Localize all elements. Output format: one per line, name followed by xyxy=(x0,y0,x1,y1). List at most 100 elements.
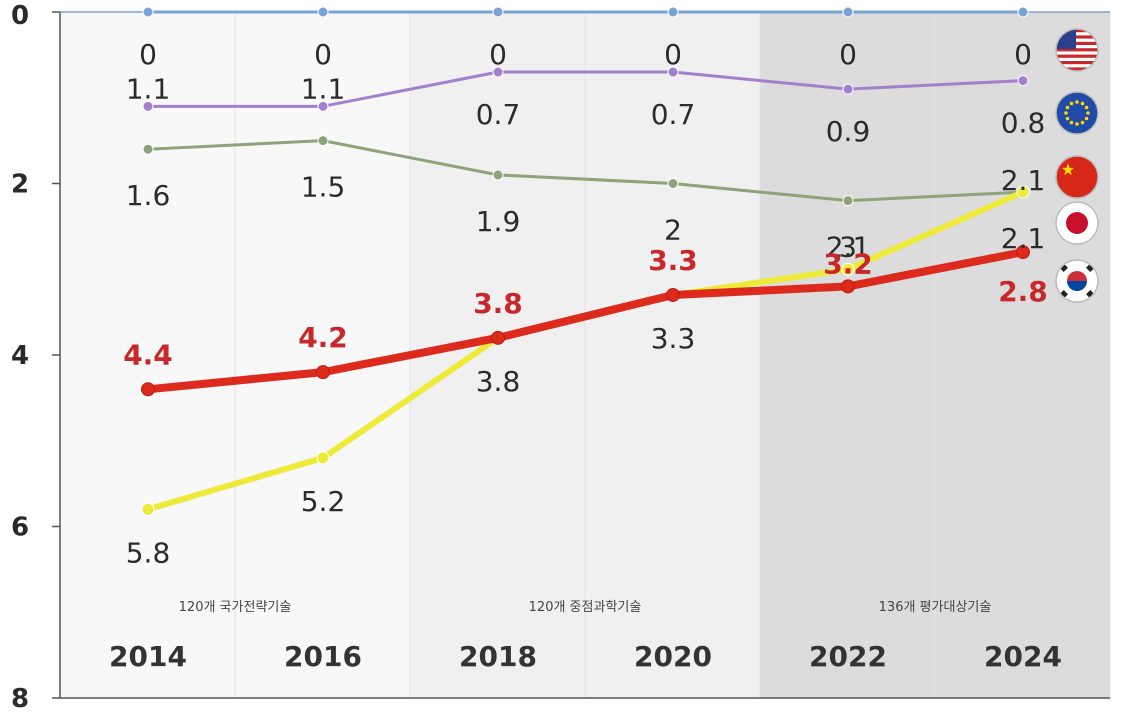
flag-rim xyxy=(1055,91,1099,135)
period-label: 136개 평가대상기술 xyxy=(879,600,992,615)
y-tick-label: 8 xyxy=(11,684,29,712)
period-label: 120개 국가전략기술 xyxy=(179,600,292,615)
point-china-2014 xyxy=(141,502,155,516)
data-label-japan-2018: 1.9 xyxy=(476,205,521,238)
y-tick-label: 4 xyxy=(11,341,29,371)
korea-flag-icon xyxy=(1056,260,1098,302)
point-japan-2018 xyxy=(492,169,504,181)
us-flag-icon xyxy=(1056,29,1098,71)
flag-rim xyxy=(1055,155,1099,199)
data-label-japan-2024: 2.1 xyxy=(1001,222,1046,255)
period-labels: 120개 국가전략기술 120개 중점과학기술 136개 평가대상기술 xyxy=(179,600,992,615)
point-usa-2020 xyxy=(667,6,679,18)
point-eu-2020 xyxy=(667,66,679,78)
data-label-eu-2022: 0.9 xyxy=(826,115,871,148)
data-label-usa-2024: 0 xyxy=(1014,38,1032,71)
point-korea-2022 xyxy=(841,279,855,294)
eu-flag-icon xyxy=(1056,92,1098,134)
point-usa-2024 xyxy=(1017,6,1029,18)
x-tick-label: 2018 xyxy=(459,640,537,673)
japan-flag-icon xyxy=(1056,202,1098,244)
data-label-usa-2022: 0 xyxy=(839,38,857,71)
point-usa-2022 xyxy=(842,6,854,18)
band-2016 xyxy=(235,12,410,698)
legend-flags: ★ xyxy=(1055,28,1099,303)
data-label-korea-2022: 3.2 xyxy=(823,247,873,280)
background-bands xyxy=(60,12,1110,698)
point-japan-2022 xyxy=(842,195,854,207)
flag-rim xyxy=(1055,201,1099,245)
y-tick-labels: 0 2 4 6 8 xyxy=(11,1,29,712)
band-2014 xyxy=(60,12,235,698)
series-line-eu xyxy=(146,70,1025,108)
band-2022 xyxy=(760,12,935,698)
data-label-eu-2020: 0.7 xyxy=(651,98,696,131)
svg-text:★: ★ xyxy=(1061,160,1075,179)
y-tick-label: 2 xyxy=(11,170,29,200)
point-china-2024 xyxy=(1016,185,1030,199)
data-label-china-2022: 3 xyxy=(839,230,857,263)
data-label-japan-2014: 1.6 xyxy=(126,179,171,212)
series-line-korea xyxy=(144,248,1027,394)
point-china-2022 xyxy=(841,262,855,276)
china-flag-icon: ★ xyxy=(1056,156,1098,198)
series-points xyxy=(141,6,1030,516)
band-2018 xyxy=(410,12,585,698)
band-2020 xyxy=(585,12,760,698)
x-tick-labels: 2014 2016 2018 2020 2022 2024 xyxy=(109,640,1062,673)
flag-rim xyxy=(1055,28,1099,72)
data-label-eu-2014: 1.1 xyxy=(126,72,171,105)
point-korea-2018 xyxy=(491,330,505,345)
point-usa-2016 xyxy=(317,6,329,18)
y-tick-label: 0 xyxy=(11,1,29,31)
data-label-korea-2024: 2.8 xyxy=(998,275,1048,308)
period-label: 120개 중점과학기술 xyxy=(529,600,642,615)
data-label-china-2018: 3.8 xyxy=(476,365,521,398)
point-korea-2014 xyxy=(141,382,155,397)
point-usa-2014 xyxy=(142,6,154,18)
data-label-japan-2016: 1.5 xyxy=(301,171,346,204)
axes xyxy=(52,11,1111,699)
data-label-japan-2020: 2 xyxy=(664,214,682,247)
x-tick-label: 2022 xyxy=(809,640,887,673)
point-eu-2016 xyxy=(317,100,329,112)
data-labels: 0 0 0 0 0 01.1 1.10.7 0.70.9 0.81.6 1.51.9 22.1 2.1… xyxy=(123,38,1048,569)
data-label-china-2014: 5.8 xyxy=(126,536,171,569)
point-korea-2024 xyxy=(1016,245,1030,260)
data-label-usa-2016: 0 xyxy=(314,38,332,71)
point-eu-2022 xyxy=(842,83,854,95)
data-label-china-2020: 3.3 xyxy=(651,322,696,355)
data-label-japan-2022: 2.1 xyxy=(826,231,871,264)
y-tick-label: 6 xyxy=(11,513,29,543)
point-eu-2018 xyxy=(492,66,504,78)
point-japan-2020 xyxy=(667,178,679,189)
data-label-eu-2024: 0.8 xyxy=(1001,107,1046,140)
x-tick-label: 2016 xyxy=(284,640,362,673)
data-label-china-2016: 5.2 xyxy=(301,485,346,518)
flag-rim xyxy=(1055,259,1099,303)
point-china-2016 xyxy=(316,451,330,465)
data-label-korea-2014: 4.4 xyxy=(123,338,173,371)
point-japan-2016 xyxy=(317,135,329,147)
x-tick-label: 2024 xyxy=(984,640,1062,673)
point-japan-2014 xyxy=(142,143,154,155)
data-label-korea-2016: 4.2 xyxy=(298,321,348,354)
series-lines xyxy=(144,10,1027,513)
point-korea-2016 xyxy=(316,365,330,380)
point-usa-2018 xyxy=(492,6,504,18)
point-eu-2014 xyxy=(142,100,154,112)
data-label-korea-2018: 3.8 xyxy=(473,287,523,320)
data-label-eu-2016: 1.1 xyxy=(301,72,346,105)
x-tick-label: 2020 xyxy=(634,640,712,673)
data-label-usa-2014: 0 xyxy=(139,38,157,71)
data-label-usa-2020: 0 xyxy=(664,38,682,71)
point-eu-2024 xyxy=(1017,75,1029,87)
data-label-usa-2018: 0 xyxy=(489,38,507,71)
x-tick-label: 2014 xyxy=(109,640,187,673)
point-korea-2020 xyxy=(666,287,680,302)
data-label-korea-2020: 3.3 xyxy=(648,244,698,277)
series-line-japan xyxy=(146,139,1025,203)
data-label-china-2024: 2.1 xyxy=(1001,164,1046,197)
data-label-eu-2018: 0.7 xyxy=(476,98,521,131)
